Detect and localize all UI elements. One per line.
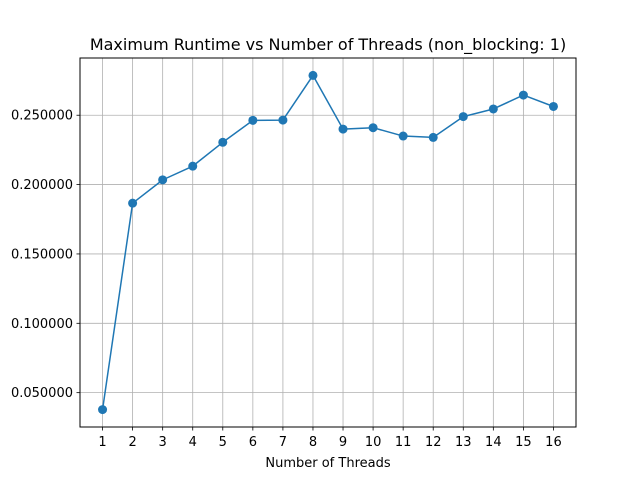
data-point <box>518 90 528 100</box>
x-tick-label: 5 <box>219 435 227 450</box>
data-point <box>158 175 168 185</box>
data-point <box>98 405 108 415</box>
x-tick-label: 11 <box>395 435 412 450</box>
data-point <box>458 112 468 122</box>
data-point <box>128 198 138 208</box>
series-layer <box>98 70 558 415</box>
x-tick-label: 16 <box>545 435 562 450</box>
y-tick-label: 0.100000 <box>11 317 73 332</box>
x-tick-label: 15 <box>515 435 532 450</box>
y-tick-label: 0.050000 <box>11 386 73 401</box>
data-point <box>248 115 258 125</box>
chart-title: Maximum Runtime vs Number of Threads (no… <box>90 35 566 55</box>
x-tick-label: 14 <box>485 435 502 450</box>
data-point <box>548 101 558 111</box>
x-axis: 1 2 3 4 5 6 7 8 9 10 11 12 13 14 15 16 <box>98 427 562 450</box>
x-axis-label: Number of Threads <box>265 456 390 471</box>
data-point <box>338 124 348 134</box>
x-tick-label: 4 <box>189 435 197 450</box>
axes-frame <box>79 57 577 428</box>
y-tick-label: 0.250000 <box>11 109 73 124</box>
y-tick-label: 0.150000 <box>11 247 73 262</box>
x-tick-label: 7 <box>279 435 287 450</box>
series-line <box>101 74 554 410</box>
data-point <box>218 137 228 147</box>
x-tick-label: 1 <box>98 435 106 450</box>
x-tick-label: 3 <box>159 435 167 450</box>
x-tick-label: 6 <box>249 435 257 450</box>
data-point <box>368 123 378 133</box>
data-point <box>488 104 498 114</box>
data-point <box>308 70 318 80</box>
x-tick-label: 13 <box>455 435 472 450</box>
x-tick-label: 9 <box>339 435 347 450</box>
x-tick-label: 2 <box>128 435 136 450</box>
data-point <box>398 131 408 141</box>
x-tick-label: 12 <box>425 435 442 450</box>
y-axis: 0.050000 0.100000 0.150000 0.200000 0.250000 <box>11 109 80 401</box>
data-point <box>278 115 288 125</box>
data-point <box>188 161 198 171</box>
data-point <box>428 132 438 142</box>
y-tick-label: 0.200000 <box>11 178 73 193</box>
x-tick-label: 10 <box>365 435 382 450</box>
x-tick-label: 8 <box>309 435 317 450</box>
